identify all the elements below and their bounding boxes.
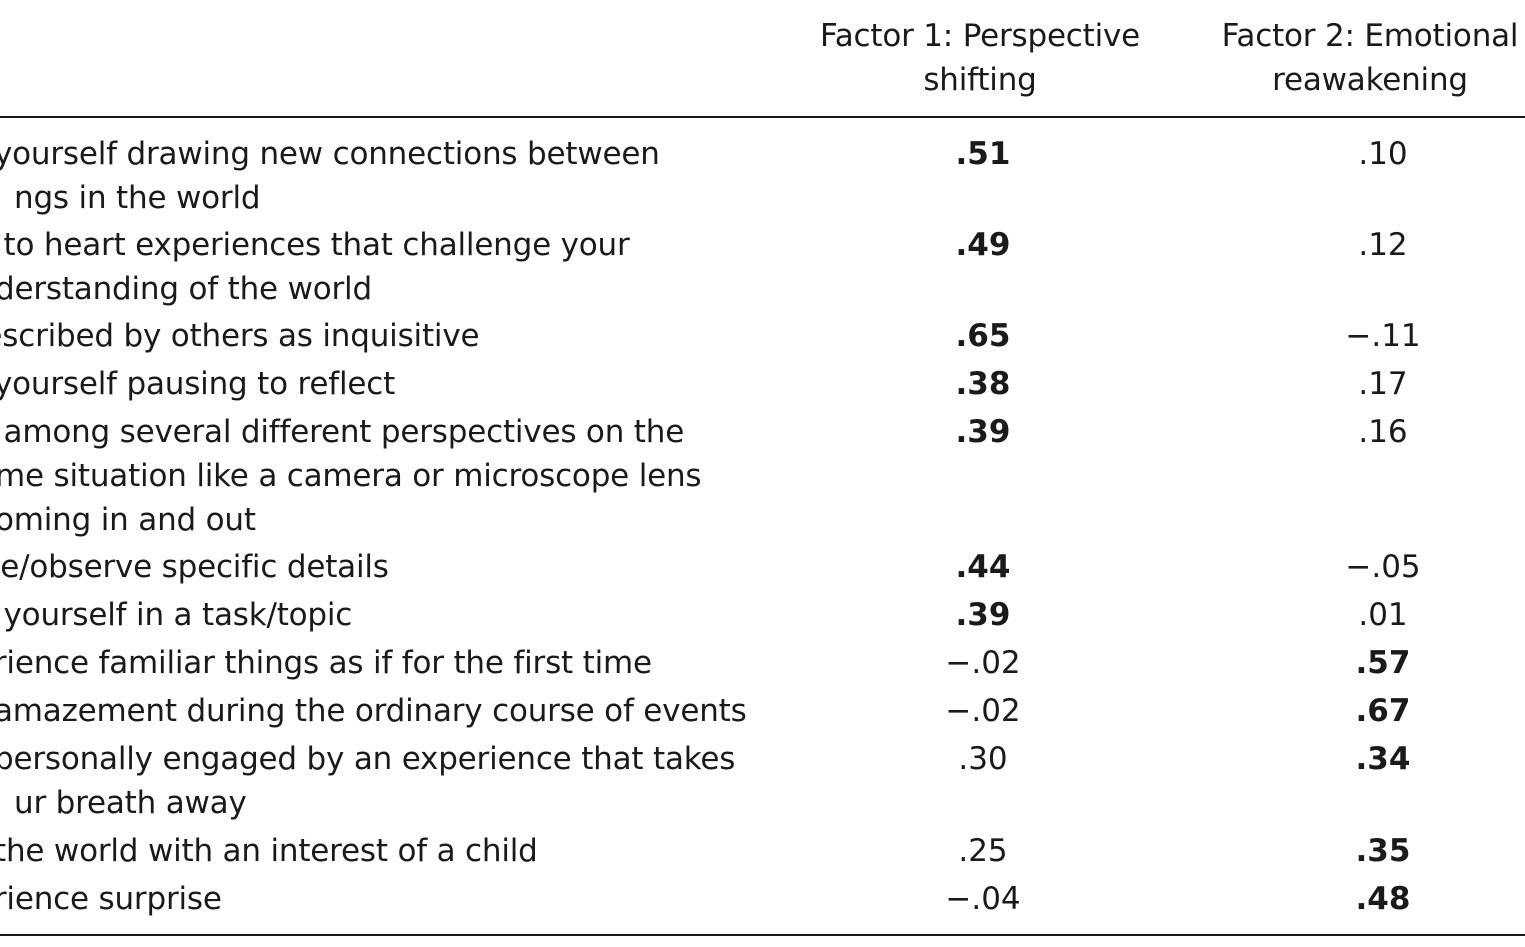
row-factor1-loading: −.04 [945,881,1021,917]
row-item-text: amazement during the ordinary course of … [0,693,747,729]
header-factor1: Factor 1: Perspective shifting [819,18,1141,98]
row-item-text: erience familiar things as if for the fi… [0,645,652,681]
row-factor2-loading: .35 [1355,833,1411,869]
row-factor1-loading: .38 [955,366,1011,402]
row-factor1-loading: .39 [955,597,1011,633]
row-factor2-loading: −.05 [1345,549,1421,585]
table-bottom-rule [0,934,1525,936]
row-factor1-loading: .49 [955,227,1011,263]
row-factor1-loading: −.02 [945,693,1021,729]
header-factor2: Factor 2: Emotional reawakening [1221,18,1519,98]
row-factor1-loading: .39 [955,414,1011,450]
row-item-text: lescribed by others as inquisitive [0,318,480,354]
row-item-text: personally engaged by an experience that… [0,741,736,821]
row-item-text: the world with an interest of a child [0,833,538,869]
row-factor1-loading: −.02 [945,645,1021,681]
header-item-column: n [0,58,40,102]
row-factor2-loading: .16 [1358,414,1408,450]
row-factor1-loading: .51 [955,136,1011,172]
row-item-text: e among several different perspectives o… [0,414,702,538]
table-top-rule [0,116,1525,118]
row-item-text: e to heart experiences that challenge yo… [0,227,630,307]
row-factor2-loading: .12 [1358,227,1408,263]
row-factor1-loading: .44 [955,549,1011,585]
row-factor2-loading: .10 [1358,136,1408,172]
row-item-text: ice/observe specific details [0,549,389,585]
row-factor2-loading: .67 [1355,693,1411,729]
row-factor1-loading: .65 [955,318,1011,354]
row-factor2-loading: .48 [1355,881,1411,917]
row-factor1-loading: .25 [958,833,1008,869]
row-factor2-loading: .34 [1355,741,1411,777]
row-factor2-loading: −.11 [1345,318,1421,354]
row-factor2-loading: .01 [1358,597,1408,633]
row-item-text: yourself drawing new connections between… [0,136,660,216]
row-factor1-loading: .30 [958,741,1008,777]
row-factor2-loading: .17 [1358,366,1408,402]
row-item-text: erience surprise [0,881,222,917]
row-item-text: yourself pausing to reflect [0,366,396,402]
row-item-text: e yourself in a task/topic [0,597,353,633]
row-factor2-loading: .57 [1355,645,1411,681]
